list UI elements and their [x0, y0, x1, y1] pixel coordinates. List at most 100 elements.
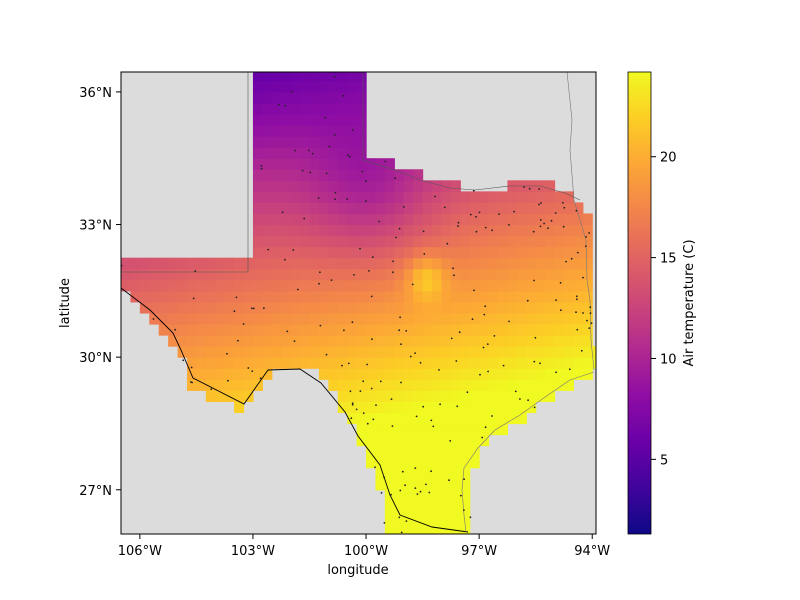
temperature-cell — [300, 125, 311, 137]
temperature-cell — [573, 357, 584, 369]
temperature-cell — [441, 478, 452, 491]
temperature-cell — [281, 279, 292, 292]
temperature-cell — [394, 335, 405, 347]
temperature-cell — [469, 235, 480, 248]
temperature-cell — [516, 235, 527, 248]
temperature-cell — [366, 401, 377, 414]
station-marker — [532, 230, 535, 233]
station-marker — [540, 202, 542, 204]
station-marker — [575, 209, 578, 212]
temperature-cell — [281, 301, 292, 314]
temperature-cell — [224, 301, 235, 314]
temperature-cell — [450, 511, 461, 524]
temperature-cell — [535, 235, 546, 248]
temperature-cell — [479, 412, 490, 425]
temperature-cell — [328, 91, 339, 104]
temperature-cell — [224, 368, 235, 380]
station-marker — [349, 390, 352, 393]
station-marker — [430, 470, 432, 473]
temperature-cell — [479, 368, 490, 380]
y-tick-label: 36°N — [79, 86, 112, 101]
temperature-cell — [526, 324, 537, 336]
station-marker — [399, 489, 402, 492]
temperature-cell — [290, 180, 301, 192]
temperature-cell — [309, 290, 320, 303]
temperature-cell — [413, 368, 424, 380]
station-marker — [539, 219, 542, 221]
temperature-cell — [271, 213, 282, 226]
station-marker — [478, 211, 481, 214]
temperature-cell — [441, 235, 452, 248]
station-marker — [576, 328, 579, 331]
temperature-cell — [215, 268, 226, 281]
temperature-cell — [262, 268, 273, 281]
temperature-cell — [177, 301, 188, 314]
temperature-cell — [507, 412, 518, 425]
temperature-cell — [516, 312, 527, 325]
temperature-cell — [469, 224, 480, 237]
temperature-cell — [318, 147, 329, 159]
station-marker — [267, 248, 270, 251]
temperature-cell — [441, 423, 452, 436]
temperature-cell — [375, 312, 386, 325]
temperature-cell — [139, 257, 150, 270]
temperature-cell — [573, 301, 584, 314]
colorbar-tick-label: 5 — [660, 453, 668, 468]
temperature-cell — [366, 346, 377, 358]
temperature-cell — [271, 102, 282, 115]
temperature-cell — [554, 213, 565, 226]
temperature-cell — [262, 335, 273, 347]
station-marker — [469, 516, 472, 519]
temperature-cell — [394, 412, 405, 425]
temperature-cell — [262, 91, 273, 104]
temperature-cell — [158, 301, 169, 314]
temperature-cell — [413, 191, 424, 204]
temperature-cell — [394, 279, 405, 292]
station-marker — [398, 329, 401, 332]
colorbar-label: Air temperature (C) — [682, 239, 697, 366]
temperature-cell — [309, 301, 320, 314]
temperature-cell — [394, 246, 405, 259]
station-marker — [523, 186, 525, 188]
temperature-cell — [300, 213, 311, 226]
temperature-cell — [394, 478, 405, 491]
temperature-cell — [262, 368, 273, 380]
temperature-cell — [488, 335, 499, 347]
temperature-cell — [432, 467, 443, 480]
temperature-cell — [300, 257, 311, 270]
temperature-cell — [563, 257, 574, 270]
temperature-cell — [356, 191, 367, 204]
temperature-cell — [526, 335, 537, 347]
temperature-cell — [460, 456, 471, 469]
temperature-cell — [384, 279, 395, 292]
temperature-cell — [573, 368, 584, 380]
station-marker — [174, 328, 177, 331]
temperature-cell — [347, 401, 358, 414]
station-marker — [341, 364, 343, 367]
temperature-cell — [394, 357, 405, 369]
temperature-cell — [290, 114, 301, 126]
temperature-cell — [290, 290, 301, 303]
station-marker — [453, 274, 455, 277]
temperature-cell — [337, 301, 348, 314]
colorbar-ticks: 5 10 15 20 — [651, 151, 677, 468]
x-tick-label: 100°W — [344, 544, 388, 559]
station-marker — [519, 398, 521, 400]
temperature-cell — [460, 324, 471, 336]
temperature-cell — [384, 379, 395, 391]
temperature-cell — [196, 257, 207, 270]
temperature-cell — [554, 346, 565, 358]
temperature-cell — [215, 301, 226, 314]
temperature-cell — [460, 246, 471, 259]
temperature-cell — [375, 246, 386, 259]
temperature-cell — [290, 191, 301, 204]
temperature-cell — [309, 312, 320, 325]
temperature-cell — [422, 489, 433, 502]
temperature-cell — [271, 235, 282, 248]
x-tick-label: 94°W — [574, 544, 610, 559]
temperature-cell — [413, 224, 424, 237]
temperature-cell — [422, 312, 433, 325]
temperature-cell — [281, 180, 292, 192]
temperature-cell — [234, 324, 245, 336]
station-marker — [469, 213, 472, 216]
